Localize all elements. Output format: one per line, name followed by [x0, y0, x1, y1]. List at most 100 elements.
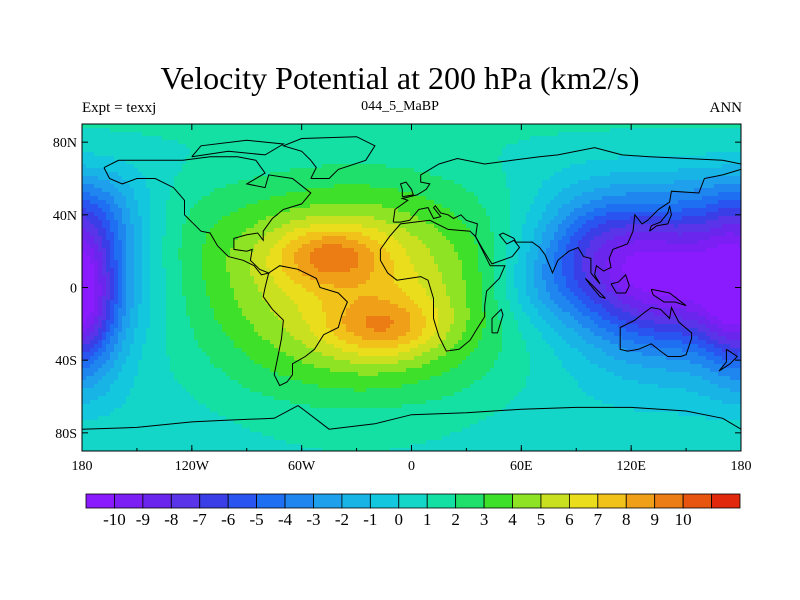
field-cell — [418, 212, 423, 217]
field-cell — [622, 144, 627, 149]
field-cell — [610, 156, 615, 161]
field-cell — [318, 208, 323, 213]
field-cell — [514, 184, 519, 189]
field-cell — [602, 180, 607, 185]
field-cell — [430, 216, 435, 221]
field-cell — [278, 196, 283, 201]
field-cell — [410, 136, 415, 141]
field-cell — [230, 188, 235, 193]
field-cell — [90, 140, 95, 145]
field-cell — [666, 204, 671, 209]
field-cell — [450, 172, 455, 177]
field-cell — [678, 124, 683, 129]
field-cell — [622, 220, 627, 225]
field-cell — [234, 168, 239, 173]
field-cell — [198, 148, 203, 153]
field-cell — [698, 180, 703, 185]
field-cell — [718, 148, 723, 153]
field-cell — [82, 228, 87, 233]
field-cell — [278, 224, 283, 229]
field-cell — [362, 136, 367, 141]
field-cell — [470, 192, 475, 197]
field-cell — [654, 164, 659, 169]
field-cell — [722, 148, 727, 153]
field-cell — [542, 224, 547, 229]
field-cell — [374, 156, 379, 161]
field-cell — [162, 236, 167, 241]
field-cell — [170, 148, 175, 153]
field-cell — [274, 220, 279, 225]
field-cell — [238, 184, 243, 189]
field-cell — [566, 220, 571, 225]
field-cell — [138, 184, 143, 189]
field-cell — [726, 156, 731, 161]
field-cell — [282, 148, 287, 153]
field-cell — [630, 148, 635, 153]
field-cell — [394, 212, 399, 217]
field-cell — [238, 208, 243, 213]
field-cell — [690, 196, 695, 201]
field-cell — [630, 168, 635, 173]
field-cell — [358, 164, 363, 169]
field-cell — [722, 140, 727, 145]
field-cell — [350, 232, 355, 237]
field-cell — [282, 240, 287, 245]
field-cell — [302, 212, 307, 217]
field-cell — [346, 236, 351, 241]
field-cell — [298, 156, 303, 161]
field-cell — [198, 216, 203, 221]
field-cell — [698, 124, 703, 129]
field-cell — [250, 140, 255, 145]
field-cell — [102, 176, 107, 181]
field-cell — [466, 136, 471, 141]
field-cell — [482, 200, 487, 205]
field-cell — [186, 192, 191, 197]
field-cell — [286, 132, 291, 137]
field-cell — [226, 136, 231, 141]
field-cell — [86, 224, 91, 229]
field-cell — [406, 132, 411, 137]
field-cell — [490, 184, 495, 189]
field-cell — [718, 212, 723, 217]
field-cell — [682, 144, 687, 149]
field-cell — [322, 236, 327, 241]
field-cell — [674, 144, 679, 149]
field-cell — [378, 188, 383, 193]
field-cell — [230, 244, 235, 249]
field-cell — [258, 132, 263, 137]
field-cell — [286, 156, 291, 161]
field-cell — [474, 176, 479, 181]
field-cell — [190, 200, 195, 205]
field-cell — [606, 124, 611, 129]
field-cell — [266, 128, 271, 133]
field-cell — [446, 196, 451, 201]
field-cell — [506, 184, 511, 189]
field-cell — [346, 240, 351, 245]
field-cell — [338, 196, 343, 201]
field-cell — [358, 124, 363, 129]
field-cell — [274, 212, 279, 217]
field-cell — [518, 156, 523, 161]
field-cell — [414, 180, 419, 185]
field-cell — [154, 208, 159, 213]
field-cell — [526, 204, 531, 209]
field-cell — [350, 240, 355, 245]
field-cell — [410, 192, 415, 197]
field-cell — [450, 196, 455, 201]
field-cell — [366, 204, 371, 209]
field-cell — [594, 232, 599, 237]
field-cell — [298, 232, 303, 237]
field-cell — [586, 172, 591, 177]
field-cell — [242, 160, 247, 165]
field-cell — [362, 140, 367, 145]
field-cell — [258, 228, 263, 233]
field-cell — [594, 156, 599, 161]
field-cell — [710, 204, 715, 209]
field-cell — [358, 180, 363, 185]
field-cell — [466, 240, 471, 245]
field-cell — [466, 196, 471, 201]
field-cell — [170, 220, 175, 225]
field-cell — [418, 128, 423, 133]
field-cell — [102, 180, 107, 185]
field-cell — [614, 196, 619, 201]
